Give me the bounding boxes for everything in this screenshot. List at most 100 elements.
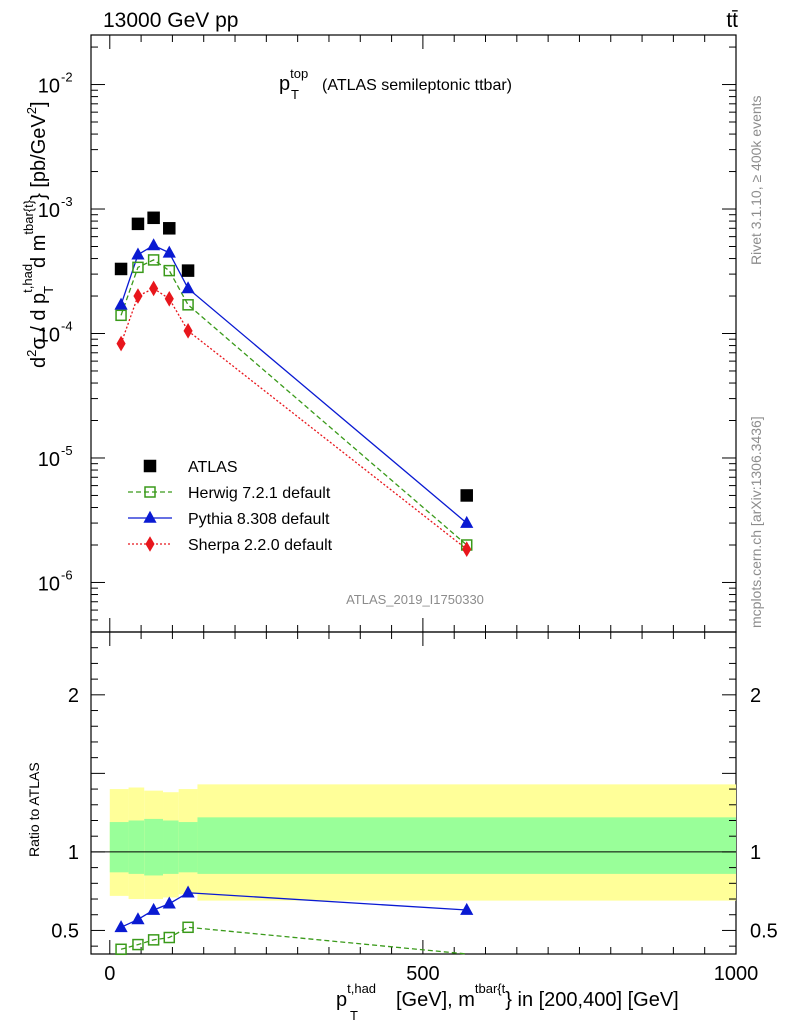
legend-herwig-marker bbox=[144, 486, 156, 498]
plot-title-sup: top bbox=[290, 66, 308, 81]
pythia-ratio-point bbox=[181, 885, 195, 898]
atlas-point bbox=[460, 489, 473, 502]
pythia-point bbox=[131, 247, 145, 260]
ratio-y-axis-label: Ratio to ATLAS bbox=[26, 762, 42, 857]
atlas-point bbox=[131, 217, 145, 231]
y-tick-label-exponent: -3 bbox=[61, 194, 73, 209]
sherpa-line bbox=[120, 287, 468, 550]
sherpa-point bbox=[116, 335, 126, 352]
x-axis-label-sup2: tbar{t bbox=[475, 981, 506, 996]
atlas-point bbox=[147, 211, 160, 225]
mcplots-label: mcplots.cern.ch [arXiv:1306.3436] bbox=[748, 416, 764, 628]
pythia-ratio-point bbox=[162, 896, 176, 909]
collision-label: 13000 GeV pp bbox=[103, 9, 238, 32]
herwig-point bbox=[182, 299, 194, 311]
x-axis-label: pt,had T [GeV], mtbar{t} in [200,400] [GeV… bbox=[336, 981, 679, 1023]
sherpa-point bbox=[462, 541, 472, 558]
pythia-ratio-point bbox=[131, 912, 145, 925]
plot-title-rest: (ATLAS semileptonic ttbar) bbox=[322, 77, 512, 94]
pythia-point bbox=[460, 515, 474, 528]
x-axis-label-p: p bbox=[336, 989, 347, 1011]
series-markers bbox=[114, 211, 474, 956]
y-tick-label-exponent: -6 bbox=[61, 567, 73, 582]
herwig-ratio-point bbox=[163, 931, 176, 944]
pythia-point bbox=[181, 281, 195, 294]
y-axis-label-sigma: σ / d p bbox=[28, 293, 50, 350]
y-tick-label-exponent: -2 bbox=[61, 70, 73, 85]
atlas-point bbox=[114, 262, 128, 276]
uncertainty-band bbox=[91, 784, 737, 901]
x-axis-label-sub: T bbox=[350, 1008, 358, 1023]
herwig-point bbox=[115, 309, 127, 322]
pythia-point bbox=[147, 238, 161, 251]
herwig-ratio-point bbox=[182, 921, 194, 934]
y-tick-label: 10 bbox=[38, 449, 60, 471]
process-label: tt̄ bbox=[726, 9, 738, 32]
plot-title-main: p bbox=[279, 73, 290, 95]
herwig-point bbox=[147, 254, 160, 266]
analysis-id: ATLAS_2019_I1750330 bbox=[346, 592, 484, 607]
band-inner-segment bbox=[144, 818, 164, 876]
y-tick-label: 10 bbox=[38, 200, 60, 222]
y-tick-label-exponent: -5 bbox=[61, 443, 73, 458]
atlas-point bbox=[181, 264, 195, 277]
band-inner-segment bbox=[178, 822, 198, 873]
band-inner-segment bbox=[197, 817, 737, 874]
herwig-point bbox=[132, 261, 144, 274]
ratio-y-tick-label-right: 1 bbox=[750, 842, 761, 864]
x-axis-label-mid: [GeV], m bbox=[396, 989, 475, 1011]
band-inner-segment bbox=[128, 820, 145, 874]
band-inner-segment bbox=[163, 820, 179, 874]
band-inner-segment bbox=[109, 822, 129, 873]
legend-sherpa-marker bbox=[145, 536, 155, 552]
ratio-y-tick-label-right: 0.5 bbox=[750, 920, 778, 942]
pythia-point bbox=[114, 297, 128, 310]
x-axis-label-end: } in [200,400] [GeV] bbox=[505, 989, 678, 1011]
rivet-label: Rivet 3.1.10, ≥ 400k events bbox=[748, 95, 764, 265]
ratio-y-tick-label-right: 2 bbox=[750, 685, 761, 707]
plot-title: ptop T (ATLAS semileptonic ttbar) bbox=[279, 66, 512, 102]
x-tick-label: 500 bbox=[406, 963, 439, 985]
y-axis-label-unit: } [pb/GeV bbox=[28, 114, 50, 200]
legend-sherpa-label: Sherpa 2.2.0 default bbox=[188, 537, 333, 554]
y-axis-label-close: ] bbox=[28, 101, 50, 107]
plot-title-sub: T bbox=[291, 87, 299, 102]
y-axis-label-sub2: T bbox=[41, 286, 56, 294]
herwig-ratio-point bbox=[132, 938, 144, 951]
pythia-ratio-point bbox=[147, 902, 161, 915]
atlas-point bbox=[163, 222, 176, 235]
y-tick-label: 10 bbox=[38, 76, 60, 98]
x-tick-label: 1000 bbox=[714, 963, 759, 985]
sherpa-point bbox=[183, 323, 193, 339]
y-axis-label-sup2: t,had bbox=[20, 264, 35, 293]
herwig-line bbox=[120, 259, 468, 546]
legend-atlas-marker bbox=[143, 459, 157, 473]
ratio-y-tick-label: 1 bbox=[68, 842, 79, 864]
y-tick-label: 10 bbox=[38, 573, 60, 595]
y-axis-label: d2σ / d pt,had Td mtbar{t}} [pb/GeV2] bbox=[20, 101, 56, 368]
herwig-ratio-point bbox=[115, 943, 127, 956]
herwig-ratio-point bbox=[147, 934, 160, 946]
y-tick-label-exponent: -4 bbox=[61, 319, 73, 334]
herwig-ratio-line bbox=[120, 926, 467, 955]
pythia-point bbox=[162, 245, 176, 258]
legend-herwig-label: Herwig 7.2.1 default bbox=[188, 485, 331, 502]
legend: ATLAS Herwig 7.2.1 default Pythia 8.308 de… bbox=[128, 459, 333, 554]
y-axis-label-sup1: 2 bbox=[24, 350, 39, 357]
legend-pythia-marker bbox=[143, 510, 157, 523]
sherpa-point bbox=[149, 280, 159, 297]
x-axis-label-sup: t,had bbox=[347, 981, 376, 996]
sherpa-point bbox=[164, 291, 174, 307]
y-tick-label: 10 bbox=[38, 325, 60, 347]
y-axis-label-sup4: 2 bbox=[24, 107, 39, 114]
legend-pythia-label: Pythia 8.308 default bbox=[188, 511, 330, 528]
legend-atlas-label: ATLAS bbox=[188, 459, 238, 476]
sherpa-point bbox=[133, 288, 143, 304]
herwig-point bbox=[163, 264, 176, 277]
y-axis-label-dm: d m bbox=[28, 235, 50, 268]
pythia-line bbox=[120, 244, 468, 524]
y-axis-label-d: d bbox=[28, 357, 50, 368]
x-tick-label: 0 bbox=[104, 963, 115, 985]
